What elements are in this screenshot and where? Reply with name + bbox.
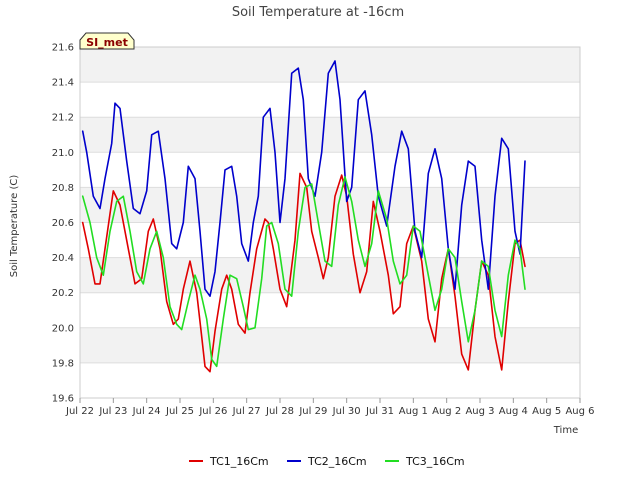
background-bands [80,47,580,363]
x-tick-label: Jul 28 [265,406,294,417]
x-tick-label: Jul 31 [365,406,394,417]
site-label-badge: SI_met [79,32,135,50]
y-tick-label: 21.6 [52,43,74,54]
x-tick-label: Aug 1 [399,406,428,417]
x-axis-title: Time [553,425,578,436]
y-tick-label: 20.8 [52,183,74,194]
x-tick-label: Jul 22 [65,406,94,417]
legend: TC1_16Cm TC2_16Cm TC3_16Cm [189,455,465,468]
background-band [80,187,580,223]
site-label-box [79,32,135,50]
x-tick-label: Jul 26 [198,406,227,417]
x-axis-ticks: Jul 22 Jul 23 Jul 24 Jul 25 Jul 26 Jul 27 Jul … [65,398,595,417]
x-tick-label: Aug 4 [499,406,528,417]
y-tick-label: 19.6 [52,394,74,405]
series-line-tc3-16cm [81,176,526,368]
x-tick-label: Jul 27 [232,406,261,417]
y-tick-label: 19.8 [52,358,74,369]
y-tick-label: 20.6 [52,218,74,229]
site-label-text: SI_met [86,36,128,49]
y-tick-label: 20.2 [52,288,74,299]
chart-title: Soil Temperature at -16cm [232,5,404,20]
y-axis-title: Soil Temperature (C) [9,175,20,278]
y-tick-label: 20.4 [52,253,74,264]
x-tick-label: Jul 23 [98,406,127,417]
series-line-tc2-16cm [81,60,526,298]
y-tick-label: 21.4 [52,78,74,89]
y-axis-ticks: 19.6 19.8 20.0 20.2 20.4 20.6 20.8 21.0 21.2 21.4… [52,43,74,405]
y-tick-label: 21.2 [52,113,74,124]
x-tick-label: Jul 25 [165,406,194,417]
plot-area-frame [79,46,581,399]
legend-label: TC1_16Cm [209,455,269,468]
x-tick-label: Aug 5 [532,406,561,417]
background-band [80,257,580,293]
background-band [80,47,580,83]
x-tick-label: Jul 30 [332,406,361,417]
x-tick-label: Aug 2 [432,406,461,417]
series-lines [81,60,526,373]
x-tick-label: Jul 24 [132,406,161,417]
legend-label: TC3_16Cm [405,455,465,468]
legend-label: TC2_16Cm [307,455,367,468]
x-tick-label: Aug 3 [465,406,494,417]
background-band [80,117,580,153]
y-tick-label: 20.0 [52,323,74,334]
y-tick-label: 21.0 [52,148,74,159]
x-tick-label: Jul 29 [298,406,327,417]
x-tick-label: Aug 6 [565,406,594,417]
